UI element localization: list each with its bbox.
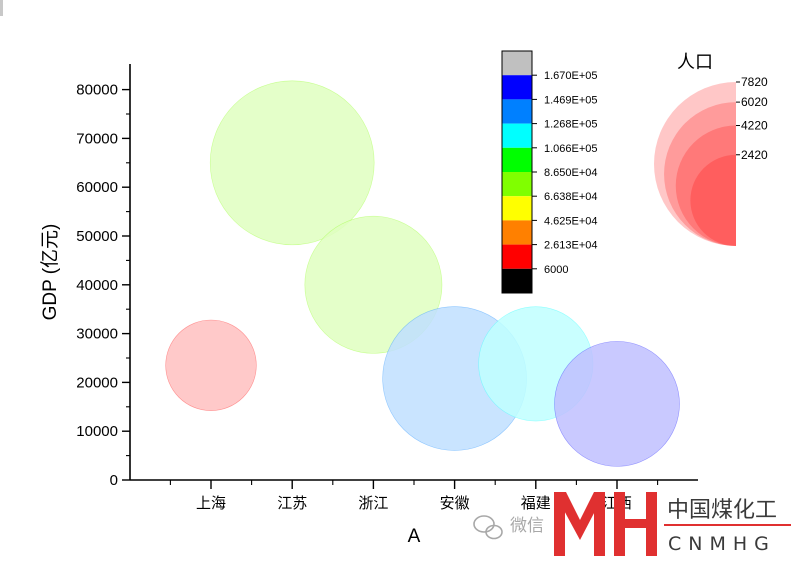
colorbar-swatch bbox=[502, 172, 532, 197]
colorbar-swatch bbox=[502, 51, 532, 76]
y-tick-label: 0 bbox=[110, 472, 118, 489]
y-axis-title: GDP (亿元) bbox=[39, 224, 61, 321]
wechat-watermark: 微信 bbox=[473, 515, 544, 540]
colorbar-label: 2.613E+04 bbox=[544, 240, 598, 252]
size-legend-label: 7820 bbox=[741, 75, 768, 89]
size-legend-label: 4220 bbox=[741, 119, 768, 133]
y-tick-label: 70000 bbox=[76, 130, 118, 147]
bubble-浙江 bbox=[304, 215, 443, 354]
x-tick-label: 安徽 bbox=[440, 494, 470, 512]
size-legend-title: 人口 bbox=[677, 52, 713, 73]
x-tick-label: 福建 bbox=[521, 494, 551, 512]
bubble-江西 bbox=[554, 341, 680, 467]
colorbar-label: 6000 bbox=[544, 264, 568, 276]
bubble-上海 bbox=[165, 319, 257, 411]
colorbar-swatch bbox=[502, 268, 532, 293]
y-axis: 0 10000 20000 30000 40000 50000 60000 70000 8000… bbox=[76, 82, 130, 489]
colorbar-swatch bbox=[502, 196, 532, 221]
x-tick-label: 江苏 bbox=[277, 494, 307, 512]
logo-chinese-text: 中国煤化工 bbox=[667, 498, 777, 523]
colorbar-label: 1.066E+05 bbox=[544, 143, 598, 155]
size-legend: 人口 7820 6020 4220 2420 bbox=[654, 52, 796, 260]
y-tick-label: 30000 bbox=[76, 326, 118, 343]
wechat-text: 微信 bbox=[510, 516, 544, 536]
colorbar-label: 4.625E+04 bbox=[544, 215, 598, 227]
colorbar-swatch bbox=[502, 123, 532, 148]
color-scale-legend: 6000 2.613E+04 4.625E+04 6.638E+04 8.650E+04… bbox=[501, 50, 598, 294]
size-legend-mask bbox=[736, 70, 796, 260]
colorbar-label: 6.638E+04 bbox=[544, 191, 598, 203]
size-legend-label: 6020 bbox=[741, 95, 768, 109]
y-tick-label: 40000 bbox=[76, 277, 118, 294]
mh-logo-mark bbox=[554, 492, 657, 556]
corner-marker bbox=[0, 0, 3, 16]
y-tick-label: 10000 bbox=[76, 423, 118, 440]
y-tick-label: 80000 bbox=[76, 82, 118, 99]
y-tick-label: 60000 bbox=[76, 179, 118, 196]
colorbar-label: 1.268E+05 bbox=[544, 119, 598, 131]
cnmhg-logo: 中国煤化工 CNMHG bbox=[554, 492, 791, 556]
logo-english-text: CNMHG bbox=[668, 533, 776, 555]
wechat-icon bbox=[473, 515, 503, 540]
colorbar-label: 8.650E+04 bbox=[544, 167, 598, 179]
colorbar-label: 1.670E+05 bbox=[544, 70, 598, 82]
y-tick-label: 20000 bbox=[76, 374, 118, 391]
x-tick-label: 浙江 bbox=[358, 494, 388, 512]
bubble-series bbox=[165, 80, 680, 467]
bubble-江苏 bbox=[209, 80, 375, 246]
y-tick-label: 50000 bbox=[76, 228, 118, 245]
x-axis: 上海江苏浙江安徽福建江西 bbox=[169, 480, 659, 512]
colorbar-swatch bbox=[502, 99, 532, 124]
colorbar-swatch bbox=[502, 244, 532, 269]
colorbar-swatch bbox=[502, 220, 532, 245]
size-legend-label: 2420 bbox=[741, 148, 768, 162]
x-tick-label: 上海 bbox=[196, 494, 226, 512]
colorbar-label: 1.469E+05 bbox=[544, 94, 598, 106]
x-axis-title: A bbox=[408, 526, 421, 547]
colorbar-swatch bbox=[502, 75, 532, 100]
colorbar-swatch bbox=[502, 147, 532, 172]
